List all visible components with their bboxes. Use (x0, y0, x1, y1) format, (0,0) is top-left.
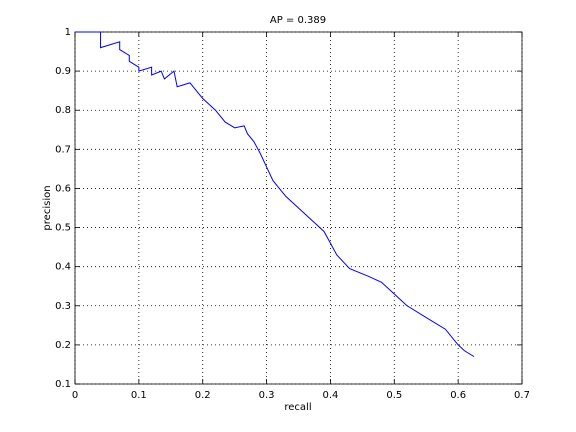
y-tick-label: 0.2 (55, 340, 71, 351)
y-tick-label: 0.5 (55, 223, 71, 234)
y-axis-label: precision (42, 185, 53, 230)
y-tick-label: 0.6 (55, 183, 71, 194)
x-tick-label: 0.5 (386, 390, 402, 401)
chart-title: AP = 0.389 (270, 15, 326, 26)
x-tick-label: 0.3 (259, 390, 275, 401)
x-tick-label: 0.7 (514, 390, 530, 401)
pr-curve (75, 31, 475, 358)
axes-box (74, 31, 523, 385)
y-tick-label: 0.8 (55, 105, 71, 116)
x-tick-label: 0.4 (322, 390, 338, 401)
y-tick-label: 0.3 (55, 301, 71, 312)
x-axis-label: recall (284, 402, 311, 413)
y-tick-label: 1 (65, 27, 71, 38)
x-tick-label: 0.1 (131, 390, 147, 401)
y-tick-label: 0.9 (55, 66, 71, 77)
x-tick-label: 0 (72, 390, 78, 401)
x-tick-label: 0.6 (450, 390, 466, 401)
x-tick-label: 0.2 (195, 390, 211, 401)
y-tick-label: 0.4 (55, 262, 71, 273)
y-tick-label: 0.1 (55, 379, 71, 390)
y-tick-label: 0.7 (55, 144, 71, 155)
